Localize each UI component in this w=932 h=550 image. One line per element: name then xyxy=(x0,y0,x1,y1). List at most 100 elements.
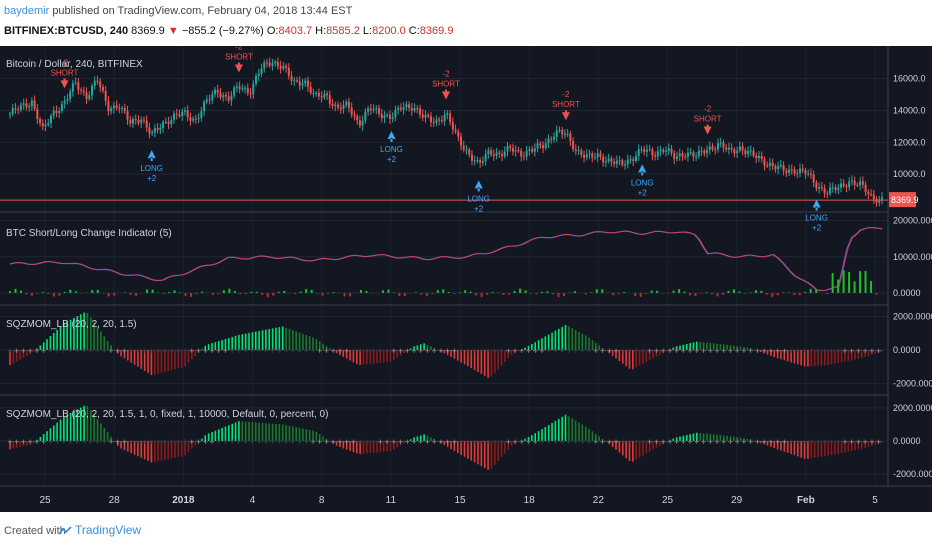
change-arrow: ▼ xyxy=(167,25,179,37)
candle-body xyxy=(774,166,777,170)
momentum-bar xyxy=(766,441,769,446)
momentum-bar xyxy=(759,350,762,353)
indicator-hist-bar xyxy=(530,292,533,294)
published-text: published on TradingView.com, February 0… xyxy=(52,5,353,17)
candle-body xyxy=(481,161,484,163)
indicator-hist-bar xyxy=(162,292,165,294)
momentum-bar xyxy=(470,350,473,369)
candle-body xyxy=(599,153,602,157)
squeeze-dot: + xyxy=(330,347,336,355)
candle-body xyxy=(224,95,227,97)
candle-body xyxy=(495,152,498,156)
momentum-bar xyxy=(578,422,580,441)
momentum-bar xyxy=(881,441,883,443)
candle-body xyxy=(490,150,493,155)
momentum-bar xyxy=(228,337,230,350)
chart-svg[interactable]: -2SHORTLONG+2-2SHORTLONG+2-2SHORTLONG+2-… xyxy=(0,46,932,512)
momentum-bar xyxy=(164,441,166,460)
candle-body xyxy=(203,101,206,112)
chart-area[interactable]: -2 SHORT LONG +2 -2 SHORT LONG +2 -2 SHORT LONG +2-… xyxy=(0,46,932,512)
momentum-bar xyxy=(39,436,42,441)
momentum-bar xyxy=(541,338,543,350)
tradingview-brand[interactable]: TradingView xyxy=(58,523,141,537)
momentum-bar xyxy=(63,323,65,350)
momentum-bar xyxy=(739,346,742,350)
squeeze-dot: + xyxy=(640,438,646,446)
squeeze-dot: + xyxy=(337,347,343,355)
tradingview-logo-icon xyxy=(58,526,72,535)
momentum-bar xyxy=(477,350,479,372)
candle-body xyxy=(583,154,586,158)
candle-body xyxy=(872,194,875,199)
momentum-bar xyxy=(90,410,92,441)
candle-body xyxy=(708,146,711,151)
candle-body xyxy=(123,107,126,112)
candle-body xyxy=(364,111,367,121)
momentum-bar xyxy=(167,350,170,371)
candle-body xyxy=(563,134,566,136)
momentum-bar xyxy=(302,428,304,441)
squeeze-dot: + xyxy=(337,438,343,446)
squeeze-dot: + xyxy=(761,438,767,446)
squeeze-dot: + xyxy=(297,347,303,355)
momentum-bar xyxy=(372,441,375,453)
momentum-bar xyxy=(712,343,715,350)
momentum-bar xyxy=(763,350,765,354)
squeeze-dot: + xyxy=(229,438,235,446)
squeeze-dot: + xyxy=(687,438,693,446)
candle-body xyxy=(304,80,307,84)
candle-body xyxy=(369,108,372,111)
momentum-bar xyxy=(881,350,883,352)
candle-body xyxy=(752,150,755,156)
momentum-bar xyxy=(332,350,335,351)
momentum-bar xyxy=(265,329,267,350)
momentum-bar xyxy=(251,422,254,441)
squeeze-dot: + xyxy=(451,438,457,446)
momentum-bar xyxy=(248,421,250,441)
short-arrow-icon xyxy=(234,62,243,73)
candle-body xyxy=(306,80,309,87)
indicator-hist-bar xyxy=(135,292,138,296)
momentum-bar xyxy=(120,350,122,357)
squeeze-dot: + xyxy=(674,438,680,446)
squeeze-dot: + xyxy=(418,347,424,355)
squeeze-dot: + xyxy=(61,347,67,355)
momentum-bar xyxy=(197,441,200,442)
momentum-bar xyxy=(581,424,584,441)
indicator-hist-bar xyxy=(524,290,527,293)
candle-body xyxy=(298,81,301,86)
momentum-bar xyxy=(854,350,856,360)
candle-body xyxy=(736,150,739,154)
candle-body xyxy=(473,160,476,162)
momentum-bar xyxy=(180,441,183,457)
momentum-bar xyxy=(204,435,207,441)
indicator-hist-bar xyxy=(469,291,472,293)
momentum-bar xyxy=(46,339,48,350)
momentum-bar xyxy=(655,350,658,357)
candle-body xyxy=(246,87,249,94)
candle-body xyxy=(656,151,659,157)
indicator-hist-bar xyxy=(453,292,456,294)
long-arrow-icon xyxy=(387,131,396,142)
momentum-bar xyxy=(204,345,207,350)
indicator-hist-bar xyxy=(623,292,626,293)
author-link[interactable]: baydemir xyxy=(4,5,50,17)
squeeze-dot: + xyxy=(660,438,666,446)
squeeze-dot: + xyxy=(714,347,720,355)
squeeze-dot: + xyxy=(721,347,727,355)
momentum-bar xyxy=(157,350,159,374)
squeeze-dot: + xyxy=(855,347,861,355)
momentum-bar xyxy=(601,439,604,441)
momentum-bar xyxy=(514,441,516,445)
candle-body xyxy=(19,104,22,110)
squeeze-dot: + xyxy=(209,347,215,355)
momentum-bar xyxy=(621,350,624,364)
squeeze-dot: + xyxy=(808,438,814,446)
momentum-bar xyxy=(191,350,193,360)
squeeze-dot: + xyxy=(384,438,390,446)
momentum-bar xyxy=(456,441,459,454)
candle-body xyxy=(410,107,413,111)
momentum-bar xyxy=(110,436,112,441)
momentum-bar xyxy=(689,434,691,441)
